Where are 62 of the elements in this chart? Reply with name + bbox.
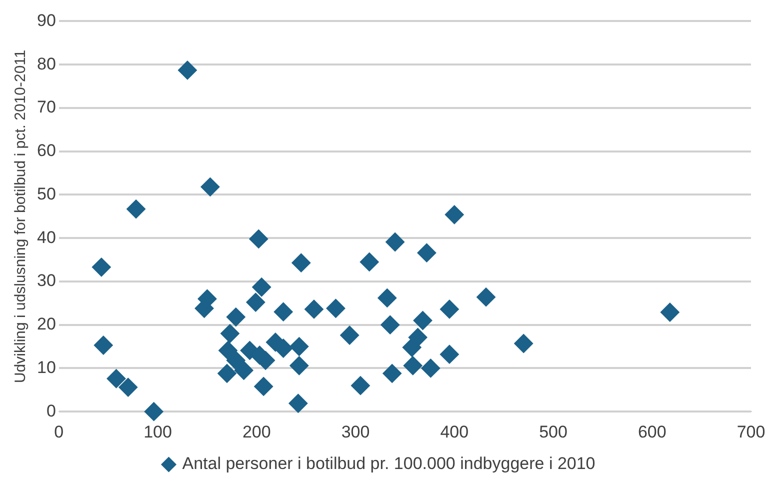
point	[304, 300, 324, 319]
point	[254, 376, 274, 396]
x-tick-label: 400	[440, 422, 469, 442]
point	[249, 229, 268, 248]
y-tick-label: 20	[36, 314, 56, 334]
y-tick-label: 90	[36, 10, 56, 30]
point	[514, 334, 534, 353]
point	[417, 243, 436, 262]
x-tick-label: 300	[341, 422, 370, 442]
point	[378, 288, 397, 308]
point	[220, 324, 240, 344]
y-tick-label: 10	[36, 358, 56, 377]
point	[252, 278, 272, 297]
point	[386, 232, 405, 252]
point	[408, 328, 428, 347]
point	[444, 205, 464, 224]
point	[340, 326, 360, 345]
point	[288, 394, 308, 413]
x-tick-label: 500	[539, 422, 568, 442]
point	[226, 350, 246, 370]
point	[217, 364, 236, 383]
y-tick-label: 30	[36, 271, 56, 290]
y-tick-label: 0	[46, 401, 56, 420]
y-tick-label: 60	[36, 141, 56, 160]
point	[413, 311, 432, 330]
x-tick-label: 200	[242, 422, 271, 442]
point	[118, 378, 138, 397]
point	[92, 258, 111, 277]
x-tick-label: 600	[638, 422, 666, 442]
point	[178, 60, 197, 80]
point	[326, 298, 346, 318]
point	[274, 302, 293, 322]
point	[200, 177, 220, 196]
x-tick-label: 700	[736, 422, 766, 442]
point	[246, 292, 266, 312]
point	[403, 356, 422, 376]
y-tick-label: 50	[36, 184, 56, 204]
point	[126, 200, 146, 219]
legend-label: Antal personer i botilbud pr. 100.000 indbyggere i 2010	[182, 454, 596, 474]
point	[660, 302, 680, 322]
point	[226, 308, 246, 327]
point	[290, 356, 309, 376]
point	[476, 288, 496, 307]
y-tick-label: 40	[36, 228, 56, 247]
y-axis-title: Udvikling i udslusning for botilbud i pct. 2010-2011	[12, 50, 30, 384]
point	[106, 369, 126, 388]
point	[440, 344, 459, 364]
point	[218, 340, 238, 360]
point	[350, 376, 370, 396]
point	[382, 364, 402, 383]
y-tick-label: 70	[36, 98, 56, 117]
point	[292, 253, 311, 272]
point	[234, 360, 254, 380]
point	[360, 252, 379, 272]
point	[144, 402, 164, 422]
point	[440, 300, 459, 319]
point	[380, 315, 400, 334]
point	[421, 358, 440, 378]
point	[94, 336, 113, 355]
point	[290, 337, 309, 356]
x-tick-label: 100	[144, 422, 172, 442]
y-tick-label: 80	[36, 54, 56, 74]
